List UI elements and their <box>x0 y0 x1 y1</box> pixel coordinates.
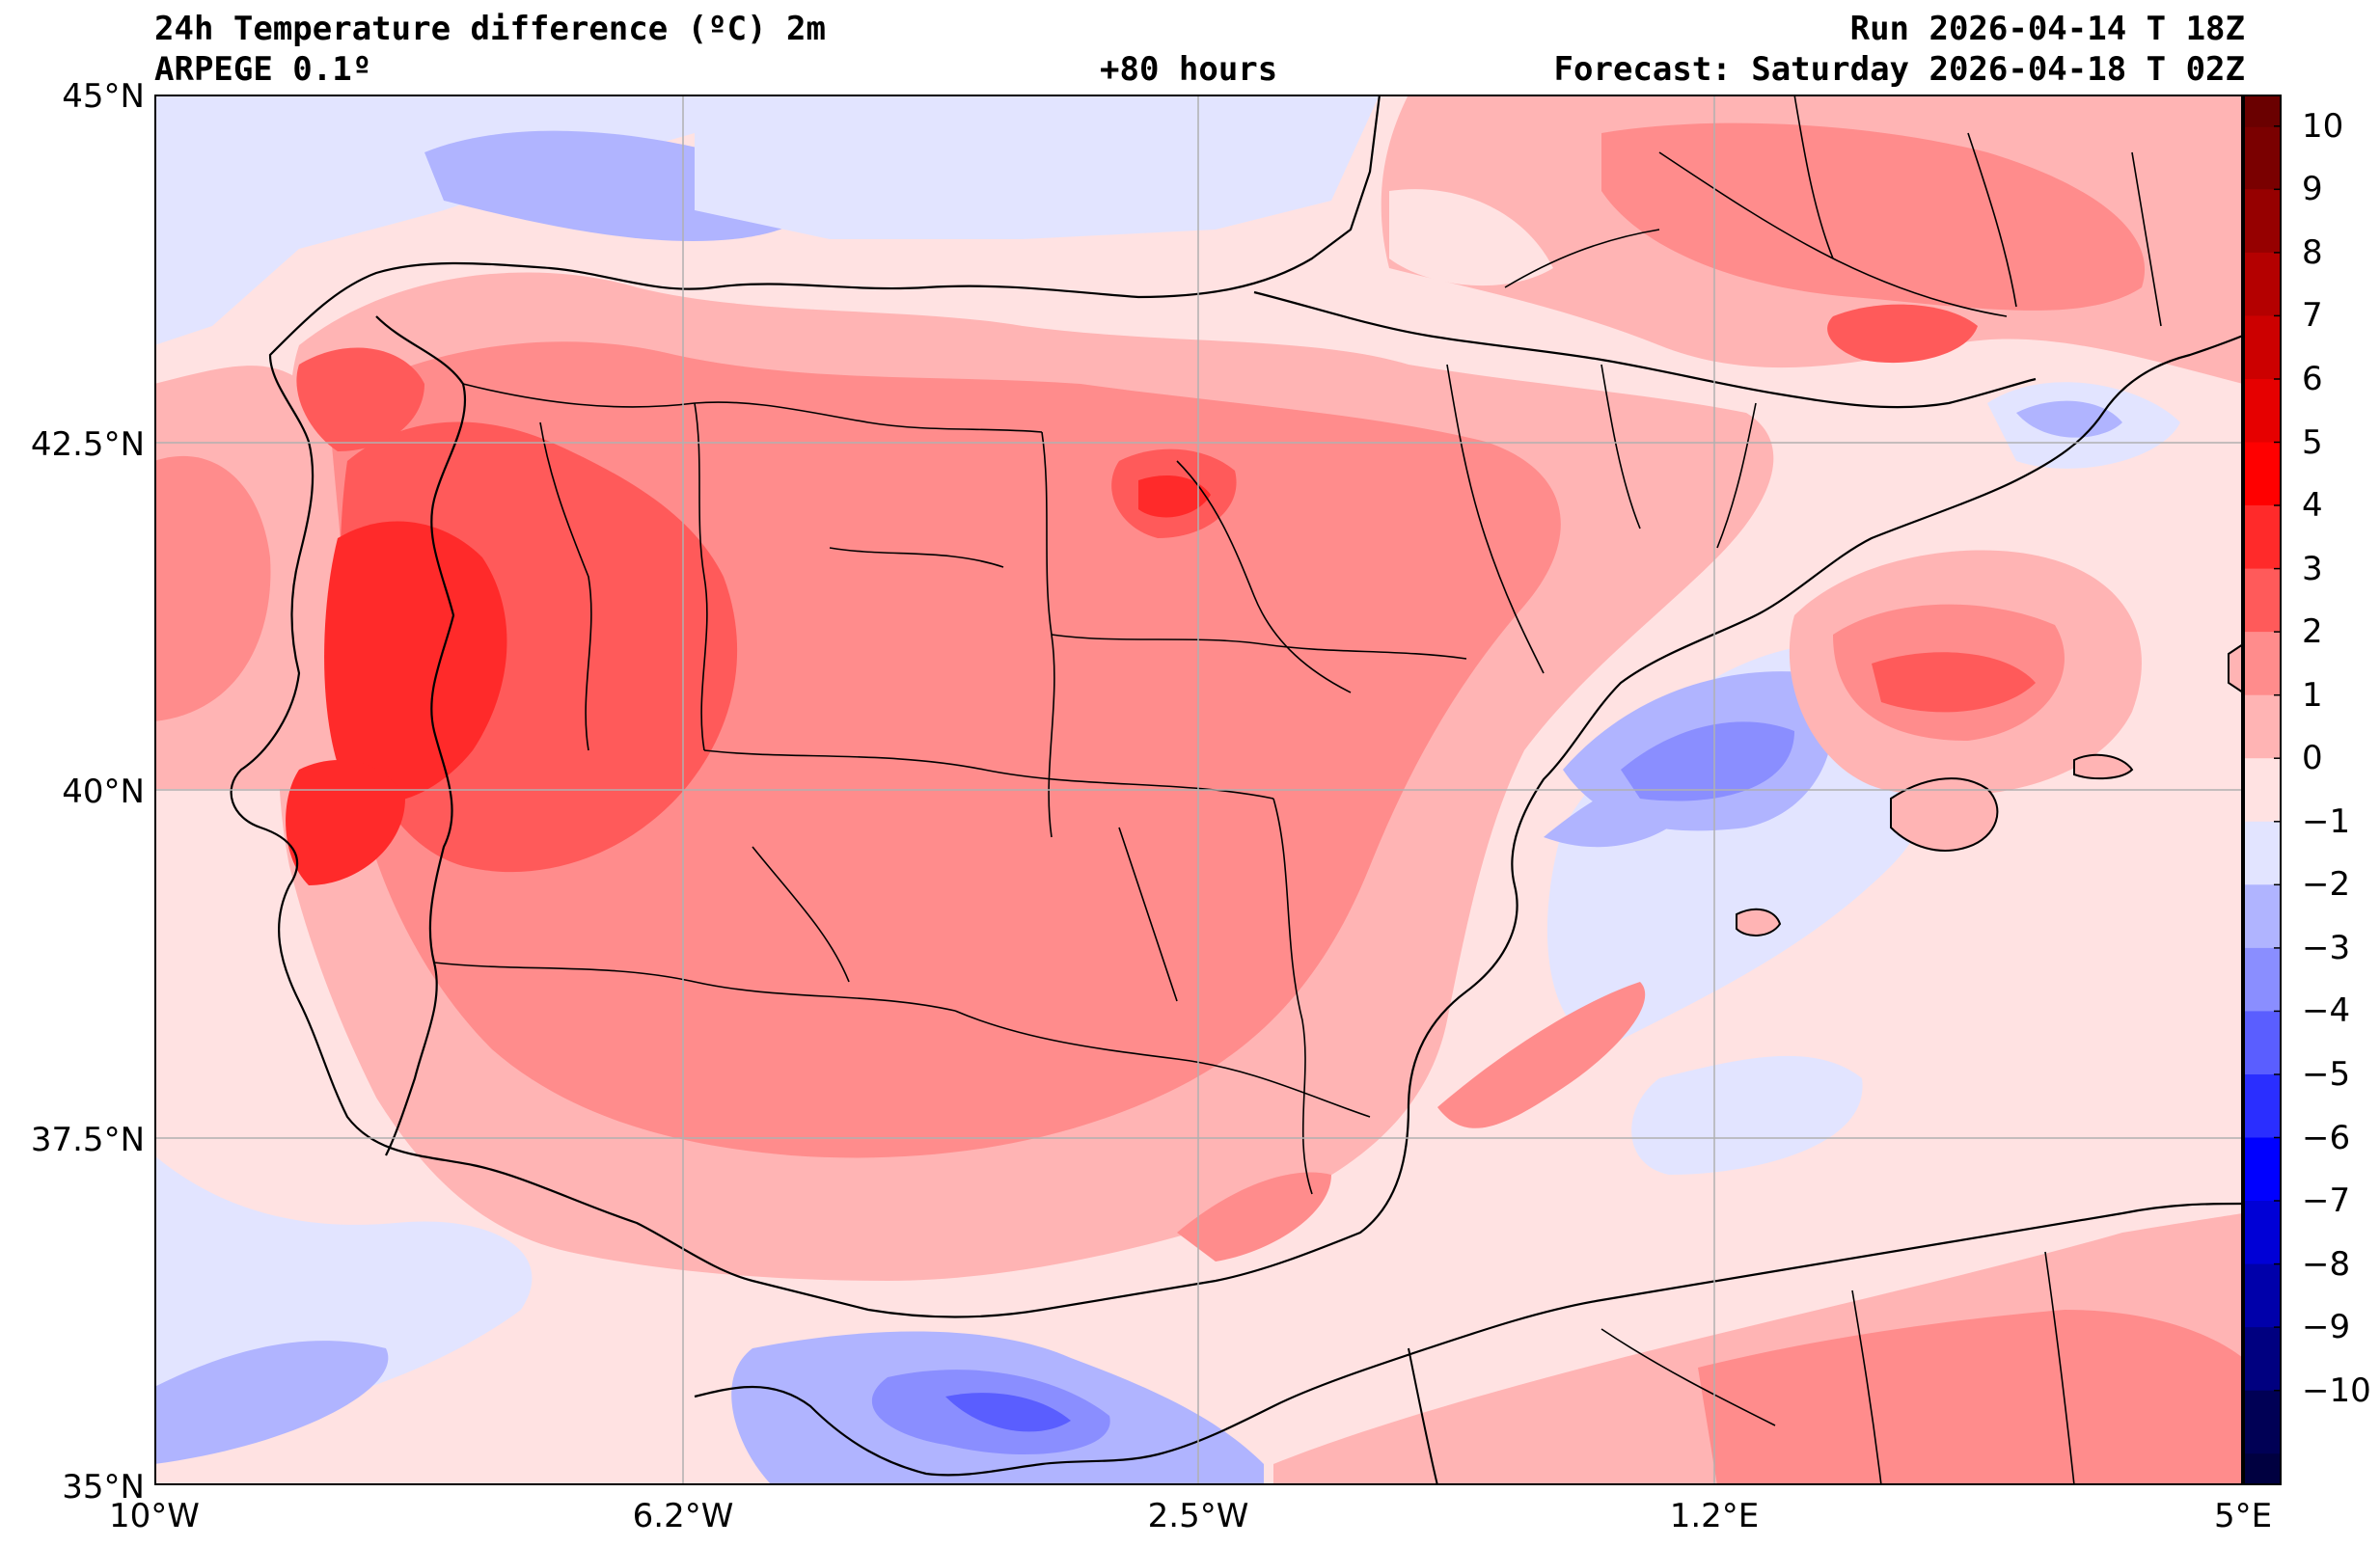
field-alboran-cool-3 <box>945 1393 1071 1432</box>
title-forecast: Forecast: Saturday 2026-04-18 T 02Z <box>1553 50 2245 89</box>
lat-label-42-5n: 42.5°N <box>30 425 145 464</box>
lat-label-35n: 35°N <box>62 1468 145 1506</box>
title-variable: 24h Temperature difference (ºC) 2m <box>154 10 826 48</box>
colorbar-tick-label: 0 <box>2302 739 2323 777</box>
map-frame <box>154 95 2243 1485</box>
colorbar-segment <box>2243 252 2282 317</box>
lon-label-2-5w: 2.5°W <box>1147 1497 1249 1535</box>
lon-label-1-2e: 1.2°E <box>1669 1497 1760 1535</box>
field-valencia-cool-4 <box>1621 721 1794 801</box>
coastline-menorca <box>2073 753 2134 780</box>
colorbar-segment <box>2243 632 2282 696</box>
colorbar-segment <box>2243 694 2282 760</box>
colorbar-tick-label: 9 <box>2302 170 2323 208</box>
colorbar-tick-label: 2 <box>2302 612 2323 651</box>
colorbar-segment <box>2243 442 2282 506</box>
colorbar-segment <box>2243 125 2282 191</box>
lat-label-37-5n: 37.5°N <box>30 1121 145 1159</box>
border-morocco-algeria <box>1408 1347 1438 1485</box>
colorbar-extend-top <box>2243 95 2282 127</box>
lon-label-6-2w: 6.2°W <box>632 1497 734 1535</box>
field-north-warm-blob-2 <box>1138 475 1211 518</box>
colorbar-frame <box>2243 95 2282 1485</box>
colorbar-tick-label: −8 <box>2302 1245 2351 1284</box>
colorbar-segment <box>2243 568 2282 634</box>
colorbar-extend-bottom <box>2243 1453 2282 1485</box>
title-lead-time: +80 hours <box>1100 50 1278 89</box>
colorbar-segment <box>2243 884 2282 949</box>
field-north-africa-warm-2 <box>1698 1310 2243 1485</box>
field-sea-cool-5 <box>1631 1055 1863 1175</box>
colorbar-tick-label: −3 <box>2302 929 2351 967</box>
field-france-light <box>1389 189 1553 286</box>
colorbar-tick-label: 5 <box>2302 423 2323 462</box>
gridlines <box>154 95 2243 1485</box>
coastline-ibiza <box>1736 908 1782 936</box>
field-pyrenees-warm <box>1827 304 1978 364</box>
colorbar-tick-label: 8 <box>2302 233 2323 272</box>
colorbar-tick-label: 1 <box>2302 676 2323 715</box>
colorbar-segment <box>2243 947 2282 1013</box>
coastline-iberia <box>230 95 2243 1318</box>
field-gulf-lion-cool-2 <box>2016 400 2122 438</box>
lon-label-10w: 10°W <box>109 1497 200 1535</box>
colorbar-segment <box>2243 189 2282 254</box>
colorbar <box>2243 95 2282 1485</box>
field-gulf-cadiz-cool-2 <box>154 1341 389 1464</box>
colorbar-segment <box>2243 1074 2282 1139</box>
colorbar-tick-label: −6 <box>2302 1119 2351 1157</box>
colorbar-segment <box>2243 821 2282 886</box>
title-run: Run 2026-04-14 T 18Z <box>1849 10 2245 48</box>
colorbar-segment <box>2243 505 2282 570</box>
colorbar-segment <box>2243 1263 2282 1329</box>
colorbar-tick-label: −4 <box>2302 991 2351 1030</box>
field-portugal-warm-4 <box>324 521 507 803</box>
colorbar-segment <box>2243 1137 2282 1202</box>
field-atlantic-warm-2 <box>154 455 271 721</box>
title-model: ARPEGE 0.1º <box>154 50 372 89</box>
field-balearic-warm-3 <box>1872 652 2036 713</box>
colorbar-segment <box>2243 315 2282 380</box>
lat-label-40n: 40°N <box>62 773 145 811</box>
field-alboran-warm <box>1177 1172 1331 1262</box>
temperature-difference-map <box>154 95 2243 1485</box>
colorbar-segment <box>2243 379 2282 444</box>
field-galicia-warm <box>296 347 424 451</box>
region-borders <box>433 95 2162 1485</box>
colorbar-tick-label: 4 <box>2302 486 2323 525</box>
colorbar-tick-label: 10 <box>2302 107 2344 146</box>
colorbar-tick-label: 6 <box>2302 360 2323 398</box>
field-lisbon-warm <box>286 760 405 885</box>
colorbar-tick-label: −1 <box>2302 802 2351 841</box>
colorbar-segment <box>2243 1201 2282 1265</box>
coastline-corsica <box>2228 642 2243 694</box>
lon-label-5e: 5°E <box>2213 1497 2273 1535</box>
field-france-warm-2 <box>1601 122 2146 311</box>
colorbar-tick-label: −9 <box>2302 1308 2351 1346</box>
colorbar-segment <box>2243 758 2282 823</box>
colorbar-tick-label: −2 <box>2302 865 2351 904</box>
colorbar-tick-label: −7 <box>2302 1181 2351 1220</box>
border-portugal-spain <box>375 315 467 1156</box>
field-bay-biscay-cool-2 <box>1196 121 1332 198</box>
coastline-africa <box>694 1202 2243 1477</box>
field-murcia-warm-tongue <box>1437 982 1646 1128</box>
colorbar-tick-label: 7 <box>2302 296 2323 335</box>
colorbar-segment <box>2243 1390 2282 1455</box>
colorbar-tick-label: 3 <box>2302 550 2323 588</box>
colorbar-tick-label: −5 <box>2302 1055 2351 1094</box>
colorbar-tick-label: −10 <box>2302 1371 2371 1410</box>
colorbar-segment <box>2243 1327 2282 1392</box>
coastline-mallorca <box>1890 777 1999 852</box>
colorbar-segment <box>2243 1011 2282 1075</box>
border-spain-france <box>1253 290 2037 409</box>
lat-label-45n: 45°N <box>62 77 145 116</box>
